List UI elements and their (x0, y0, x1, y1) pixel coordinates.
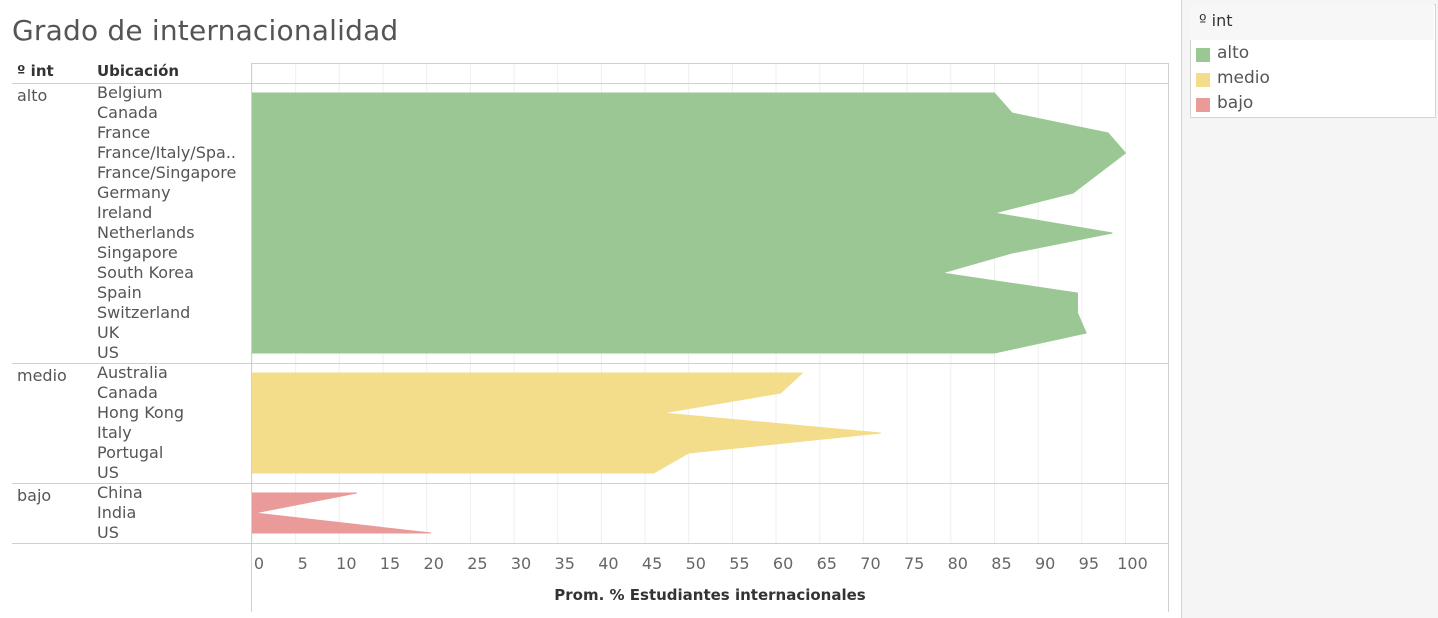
data-point[interactable] (253, 512, 255, 514)
tick-label: 0 (253, 554, 265, 573)
column-header-group[interactable]: º int (17, 62, 54, 80)
tick-label: 10 (336, 554, 357, 573)
row-label[interactable]: Italy (97, 423, 132, 442)
group-label-alto[interactable]: alto (17, 86, 48, 105)
row-label[interactable]: US (97, 463, 119, 482)
row-label[interactable]: France/Singapore (97, 163, 237, 182)
divider (12, 543, 1169, 544)
data-point[interactable] (1107, 132, 1109, 134)
legend-title: º int (1190, 4, 1434, 40)
tick-label: 5 (297, 554, 308, 573)
area-medio[interactable] (251, 372, 881, 474)
data-point[interactable] (430, 532, 432, 534)
divider (251, 63, 252, 612)
tick-label: 85 (991, 554, 1012, 573)
row-label[interactable]: Belgium (97, 83, 163, 102)
data-point[interactable] (1011, 252, 1013, 254)
row-label[interactable]: Canada (97, 383, 158, 402)
data-point[interactable] (356, 492, 358, 494)
legend-swatch (1196, 73, 1210, 87)
column-header-location[interactable]: Ubicación (97, 62, 180, 80)
row-label[interactable]: Netherlands (97, 223, 195, 242)
row-label[interactable]: Canada (97, 103, 158, 122)
legend-label: alto (1217, 43, 1250, 63)
row-label[interactable]: US (97, 523, 119, 542)
data-point[interactable] (1072, 192, 1074, 194)
data-point[interactable] (941, 272, 943, 274)
tick-label: 90 (1034, 554, 1056, 573)
tick-label: 50 (685, 554, 706, 573)
row-label[interactable]: Ireland (97, 203, 153, 222)
data-point[interactable] (801, 372, 803, 374)
data-point[interactable] (1111, 232, 1113, 234)
data-point[interactable] (1124, 152, 1126, 154)
tick-label: 70 (860, 554, 881, 573)
tick-label: 35 (554, 554, 575, 573)
divider (12, 83, 1169, 84)
row-label[interactable]: India (97, 503, 137, 522)
tick-label: 30 (510, 554, 532, 573)
tick-label: 60 (772, 554, 794, 573)
row-label[interactable]: Singapore (97, 243, 178, 262)
tick-label: 15 (379, 554, 401, 573)
data-point[interactable] (1085, 332, 1087, 334)
tick-label: 75 (903, 554, 925, 573)
data-point[interactable] (1098, 172, 1100, 174)
divider (1168, 63, 1169, 612)
row-label[interactable]: Germany (97, 183, 171, 202)
row-label[interactable]: Portugal (97, 443, 164, 462)
tick-label: 95 (1078, 554, 1099, 573)
data-point[interactable] (661, 412, 663, 414)
tick-label: 25 (467, 554, 488, 573)
row-label[interactable]: Switzerland (97, 303, 191, 322)
divider (12, 363, 1169, 364)
tick-label: 20 (423, 554, 444, 573)
area-bajo[interactable] (251, 492, 432, 534)
tick-label: 80 (947, 554, 968, 573)
row-label[interactable]: Australia (97, 363, 168, 382)
legend-swatch (1196, 98, 1210, 112)
tick-label: 45 (641, 554, 663, 573)
chart-title: Grado de internacionalidad (12, 14, 399, 47)
data-point[interactable] (880, 432, 882, 434)
data-point[interactable] (993, 92, 995, 94)
area-alto[interactable] (251, 92, 1127, 354)
data-point[interactable] (993, 212, 995, 214)
group-label-bajo[interactable]: bajo (17, 486, 52, 505)
data-point[interactable] (1076, 312, 1078, 314)
group-label-medio[interactable]: medio (17, 366, 67, 385)
row-label[interactable]: UK (97, 323, 120, 342)
tick-label: 65 (816, 554, 837, 573)
row-label[interactable]: China (97, 483, 143, 502)
row-label[interactable]: Spain (97, 283, 142, 302)
data-point[interactable] (1011, 112, 1013, 114)
data-point[interactable] (1076, 292, 1078, 294)
row-label[interactable]: US (97, 343, 119, 362)
legend-swatch (1196, 48, 1210, 62)
area-chart[interactable] (0, 0, 1180, 618)
legend-label: medio (1217, 68, 1270, 88)
x-axis-label: Prom. % Estudiantes internacionales (554, 586, 866, 604)
row-label[interactable]: South Korea (97, 263, 194, 282)
tick-label: 55 (729, 554, 750, 573)
data-point[interactable] (688, 452, 690, 454)
data-point[interactable] (993, 352, 995, 354)
row-label[interactable]: Hong Kong (97, 403, 184, 422)
divider (12, 483, 1169, 484)
legend-label: bajo (1217, 93, 1254, 113)
divider (251, 63, 1169, 64)
data-point[interactable] (779, 392, 781, 394)
data-point[interactable] (653, 472, 655, 474)
tick-label: 100 (1117, 554, 1148, 573)
tick-label: 40 (598, 554, 619, 573)
row-label[interactable]: France/Italy/Spa.. (97, 143, 236, 162)
row-label[interactable]: France (97, 123, 151, 142)
